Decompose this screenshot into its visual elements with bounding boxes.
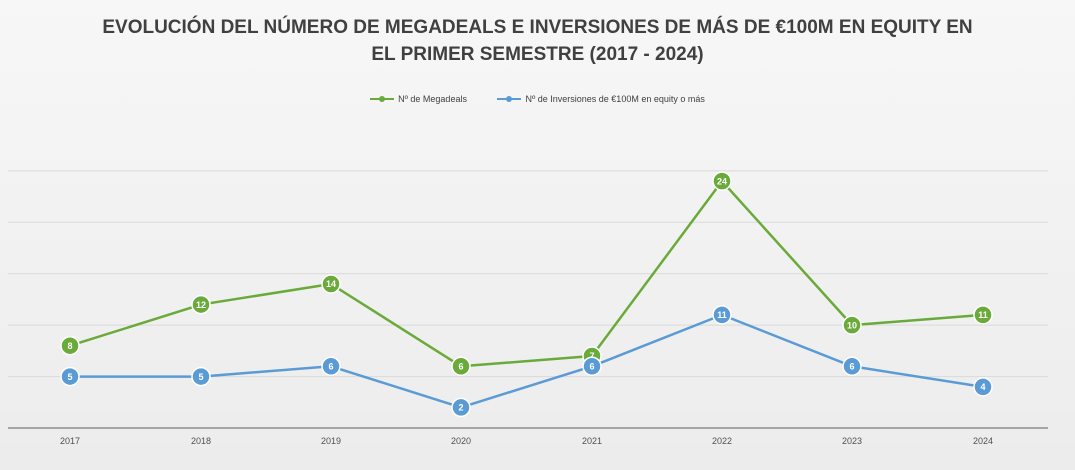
data-label-s0-2019: 14 (326, 279, 336, 289)
data-point-s1-2022 (712, 305, 732, 325)
data-label-s1-2021: 6 (589, 361, 594, 371)
chart-title-line1: EVOLUCIÓN DEL NÚMERO DE MEGADEALS E INVE… (102, 17, 973, 38)
legend-swatch-megadeals (370, 96, 395, 102)
x-tick-label-2022: 2022 (712, 436, 732, 446)
data-point-s1-2017 (60, 366, 80, 387)
chart-title-line2: EL PRIMER SEMESTRE (2017 - 2024) (371, 44, 704, 65)
data-point-s0-2018 (191, 294, 211, 315)
data-point-s1-2018 (191, 366, 211, 387)
data-label-s0-2020: 6 (458, 361, 463, 371)
x-tick-label-2020: 2020 (451, 436, 471, 446)
legend-item-inversiones: Nº de Inversiones de €100M en equity o m… (497, 94, 705, 104)
data-point-s1-2021 (582, 356, 602, 377)
data-label-s1-2022: 11 (717, 310, 727, 320)
data-point-s1-2024 (973, 377, 993, 397)
series-line-1 (70, 313, 984, 409)
data-point-s0-2023 (842, 315, 862, 335)
data-label-s1-2019: 6 (328, 361, 333, 371)
data-label-s0-2024: 11 (978, 310, 988, 320)
x-tick-label-2021: 2021 (582, 436, 602, 446)
data-label-s0-2023: 10 (847, 320, 857, 330)
legend-label-inversiones: Nº de Inversiones de €100M en equity o m… (525, 94, 705, 104)
data-point-s0-2020 (451, 356, 471, 377)
data-point-s0-2019 (321, 274, 341, 294)
data-point-s1-2019 (321, 356, 341, 377)
series-line-0 (69, 179, 984, 368)
legend-swatch-inversiones (497, 96, 522, 102)
chart-legend: Nº de Megadeals Nº de Inversiones de €10… (0, 92, 1075, 104)
data-label-s1-2020: 2 (458, 403, 463, 413)
data-label-s1-2024: 4 (980, 382, 985, 392)
data-point-s0-2017 (60, 335, 80, 356)
data-label-s1-2017: 5 (67, 372, 72, 382)
x-tick-label-2024: 2024 (973, 436, 993, 446)
x-tick-label-2018: 2018 (191, 436, 211, 446)
x-tick-label-2017: 2017 (60, 436, 80, 446)
data-label-s1-2018: 5 (198, 372, 203, 382)
x-tick-label-2023: 2023 (842, 436, 862, 446)
data-point-s0-2022 (712, 171, 732, 191)
legend-label-megadeals: Nº de Megadeals (398, 94, 467, 104)
chart-title: EVOLUCIÓN DEL NÚMERO DE MEGADEALS E INVE… (0, 14, 1075, 68)
legend-item-megadeals: Nº de Megadeals (370, 94, 467, 104)
data-label-s0-2017: 8 (67, 341, 72, 351)
data-label-s1-2023: 6 (849, 361, 854, 371)
data-label-s0-2021: 7 (589, 351, 594, 361)
data-point-s0-2024 (973, 305, 993, 325)
data-label-s0-2022: 24 (717, 176, 727, 186)
data-point-s1-2020 (451, 397, 471, 418)
data-label-s0-2018: 12 (196, 300, 206, 310)
x-tick-label-2019: 2019 (321, 436, 341, 446)
data-point-s1-2023 (842, 356, 862, 377)
